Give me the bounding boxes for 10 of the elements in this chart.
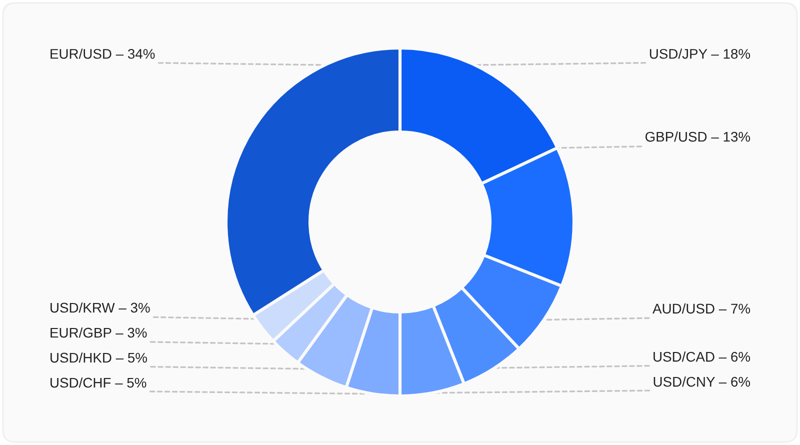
slice-label: USD/CNY – 6% (654, 376, 750, 387)
slice-label: USD/CHF – 5% (50, 377, 146, 388)
slice-label: USD/KRW – 3% (50, 302, 150, 313)
slice-label: EUR/GBP – 3% (50, 327, 147, 338)
slice-label: EUR/USD – 34% (50, 48, 155, 59)
slice-label: GBP/USD – 13% (645, 131, 750, 142)
slice-label: USD/CAD – 6% (654, 352, 750, 362)
slice-label: USD/JPY – 18% (650, 48, 750, 59)
slice-label: AUD/USD – 7% (652, 303, 750, 314)
slice-label: USD/HKD – 5% (50, 352, 147, 363)
